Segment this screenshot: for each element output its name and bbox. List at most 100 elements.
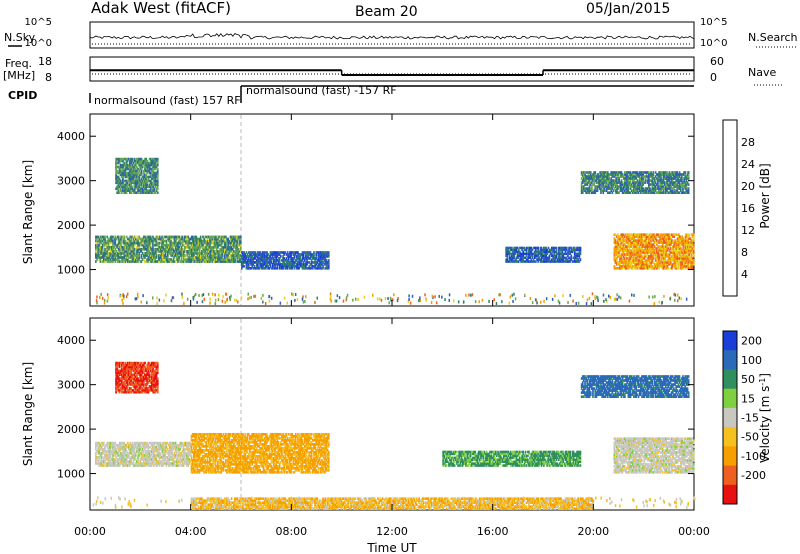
range-cell bbox=[603, 187, 606, 190]
range-cell bbox=[119, 159, 122, 163]
range-cell bbox=[101, 256, 104, 259]
range-cell bbox=[123, 254, 126, 257]
range-cell bbox=[130, 183, 132, 187]
range-cell bbox=[261, 257, 264, 260]
range-cell bbox=[599, 187, 601, 190]
ground-scatter-cell bbox=[658, 300, 661, 304]
range-cell bbox=[165, 260, 168, 263]
range-cell bbox=[101, 247, 104, 251]
range-cell bbox=[237, 235, 240, 239]
range-cell bbox=[625, 261, 627, 264]
range-cell bbox=[596, 189, 599, 192]
range-cell bbox=[192, 239, 194, 243]
range-cell bbox=[673, 239, 676, 242]
range-cell bbox=[629, 235, 632, 238]
ground-scatter-cell bbox=[419, 296, 421, 300]
range-cell bbox=[642, 243, 644, 246]
range-cell bbox=[529, 260, 531, 263]
range-cell bbox=[112, 258, 114, 261]
range-cell bbox=[290, 263, 292, 266]
range-cell bbox=[140, 243, 143, 247]
range-cell bbox=[633, 191, 635, 194]
range-cell bbox=[122, 189, 124, 192]
range-cell bbox=[650, 191, 652, 194]
range-cell bbox=[546, 258, 549, 261]
range-cell bbox=[660, 179, 663, 182]
range-cell bbox=[673, 181, 675, 184]
range-cell bbox=[633, 261, 635, 264]
range-cell bbox=[646, 245, 649, 248]
range-cell bbox=[130, 159, 132, 163]
range-cell bbox=[151, 159, 153, 163]
range-cell bbox=[103, 254, 105, 257]
ground-scatter-cell bbox=[596, 296, 599, 300]
range-cell bbox=[629, 251, 632, 254]
range-cell bbox=[554, 250, 557, 254]
range-cell bbox=[124, 171, 127, 175]
range-cell bbox=[257, 265, 259, 268]
range-cell bbox=[646, 241, 649, 244]
range-cell bbox=[111, 252, 113, 255]
range-cell bbox=[675, 173, 677, 176]
range-cell bbox=[522, 250, 525, 254]
range-cell bbox=[108, 452, 111, 455]
range-cell bbox=[156, 183, 159, 187]
range-cell bbox=[677, 255, 680, 258]
range-cell bbox=[674, 247, 677, 250]
range-cell bbox=[651, 189, 654, 192]
range-cell bbox=[131, 185, 134, 189]
range-cell bbox=[615, 243, 618, 246]
range-cell bbox=[203, 258, 206, 261]
range-cell bbox=[643, 249, 646, 252]
range-cell bbox=[107, 462, 110, 465]
range-cell bbox=[656, 233, 658, 236]
range-cell bbox=[543, 260, 545, 263]
range-cell bbox=[132, 181, 135, 185]
range-cell bbox=[537, 248, 539, 252]
range-cell bbox=[309, 251, 312, 254]
range-cell bbox=[636, 259, 639, 262]
range-cell bbox=[100, 445, 103, 449]
range-cell bbox=[108, 460, 111, 463]
range-cell bbox=[557, 254, 560, 257]
range-cell bbox=[139, 183, 142, 187]
range-cell bbox=[683, 263, 686, 266]
range-cell bbox=[250, 253, 252, 256]
ground-scatter-cell bbox=[534, 298, 537, 302]
range-cell bbox=[610, 179, 613, 182]
range-cell bbox=[684, 235, 687, 238]
range-cell bbox=[145, 254, 147, 257]
range-cell bbox=[221, 235, 224, 239]
range-cell bbox=[130, 179, 132, 183]
range-cell bbox=[548, 250, 551, 254]
range-cell bbox=[112, 252, 114, 255]
range-cell bbox=[651, 247, 654, 250]
range-cell bbox=[626, 173, 628, 176]
range-cell bbox=[642, 267, 644, 270]
range-cell bbox=[111, 237, 113, 241]
range-cell bbox=[666, 267, 669, 270]
range-cell bbox=[164, 243, 167, 247]
range-cell bbox=[319, 255, 322, 258]
range-cell bbox=[653, 181, 656, 184]
range-cell bbox=[634, 183, 636, 186]
range-cell bbox=[105, 462, 107, 465]
range-cell bbox=[131, 171, 134, 175]
range-cell bbox=[153, 157, 156, 161]
range-cell bbox=[633, 249, 635, 252]
range-cell bbox=[617, 179, 619, 182]
range-cell bbox=[144, 191, 146, 194]
range-cell bbox=[673, 255, 676, 258]
range-cell bbox=[656, 261, 658, 264]
range-cell bbox=[98, 254, 101, 257]
range-cell bbox=[689, 249, 692, 252]
range-cell bbox=[156, 179, 159, 183]
range-cell bbox=[127, 254, 129, 257]
range-cell bbox=[303, 263, 306, 266]
range-cell bbox=[682, 249, 685, 252]
range-cell bbox=[626, 191, 628, 194]
range-cell bbox=[246, 267, 249, 270]
range-cell bbox=[127, 183, 130, 187]
range-cell bbox=[659, 175, 661, 178]
